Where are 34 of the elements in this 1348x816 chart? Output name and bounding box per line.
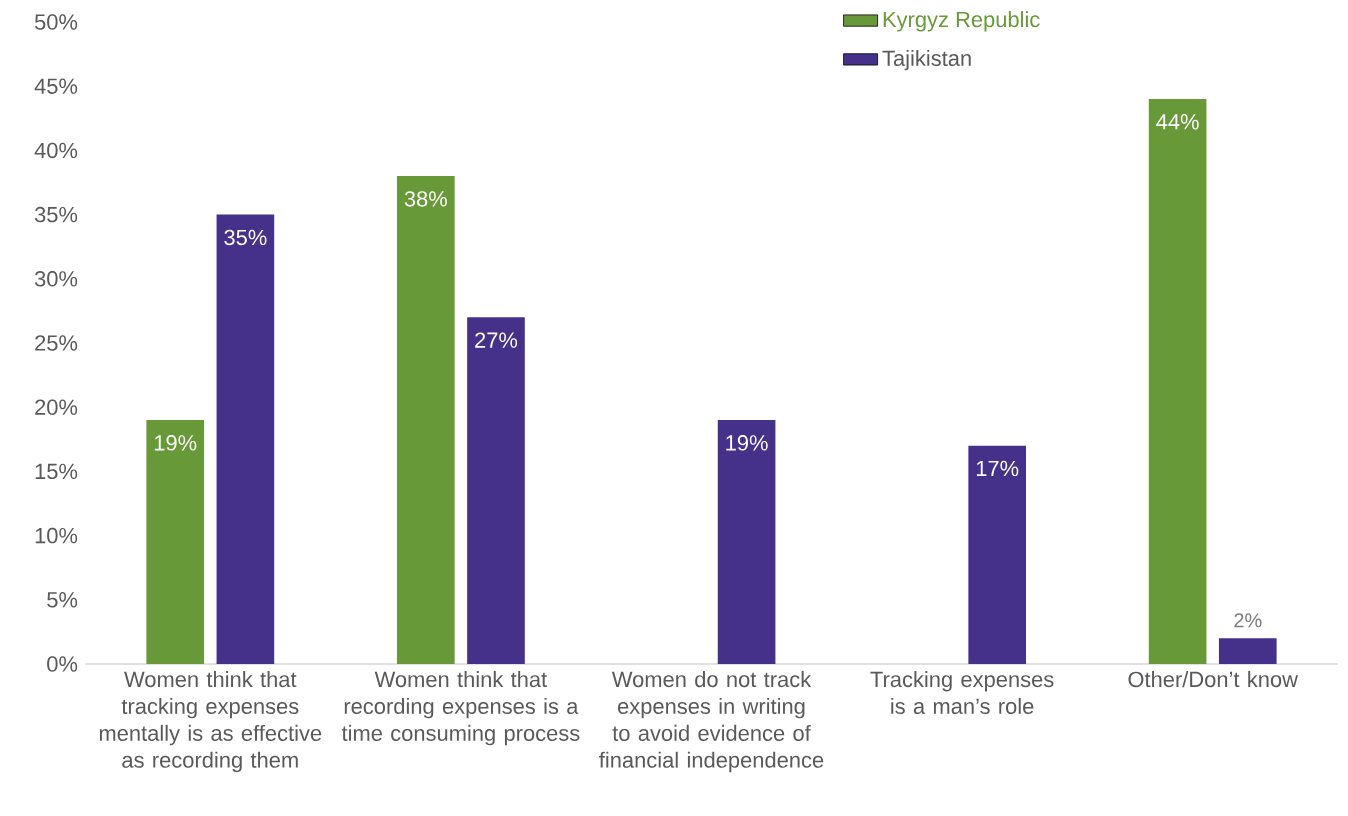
x-tick-label: Women do not track expenses in writing to avoid evidence of financial independence [599,671,824,773]
y-tick-label: 40% [34,142,78,159]
bar [1148,99,1207,664]
x-tick-label: Other/Don’t know [1128,671,1298,688]
data-label: 38% [404,191,447,207]
legend-label: Kyrgyz Republic [883,11,1040,32]
y-tick-label: 35% [34,206,78,223]
bar [397,176,455,664]
legend-label: Tajikistan [882,49,971,71]
data-label: 19% [154,435,197,451]
y-tick-label: 25% [35,335,78,351]
y-tick-label: 30% [34,271,78,287]
x-tick-label: Women think that tracking expenses mentally is as effective as recording them [99,671,322,773]
x-tick-label: Women think that recording expenses is a time consuming process [341,671,580,746]
data-label: 17% [976,460,1019,477]
data-label: 2% [1234,613,1262,628]
x-tick-label: Tracking expenses is a man’s role [870,671,1054,715]
y-tick-label: 5% [47,592,78,608]
bar [467,317,525,664]
data-label: 44% [1156,114,1199,130]
y-tick-label: 10% [35,527,78,544]
bar [1218,638,1277,664]
y-tick-label: 15% [35,463,78,480]
bar [717,420,776,664]
bar [216,214,275,664]
bar [146,420,205,664]
y-tick-label: 45% [34,78,78,94]
data-label: 19% [726,435,768,451]
y-tick-label: 0% [47,656,78,672]
data-label: 35% [224,229,267,246]
data-label: 27% [475,332,518,348]
y-tick-label: 50% [34,14,78,30]
y-tick-label: 20% [35,399,78,415]
bar [968,445,1027,664]
